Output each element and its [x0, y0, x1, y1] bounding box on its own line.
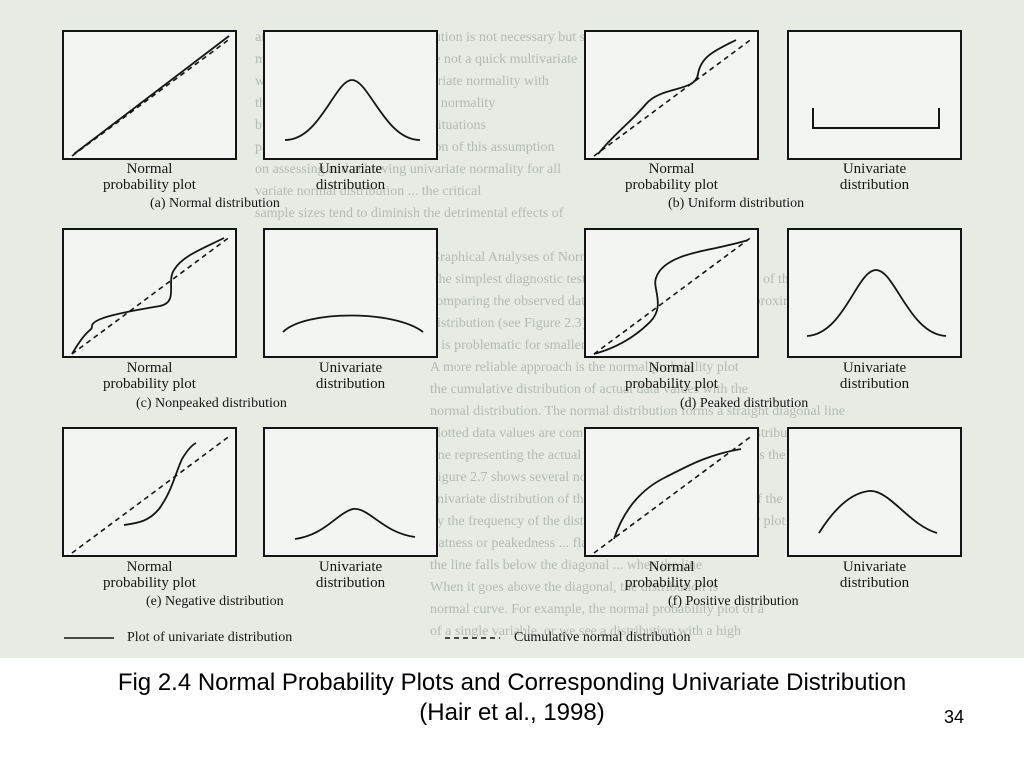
univariate-plot-solid-line: [613, 448, 742, 540]
legend-dashed-label: Cumulative normal distribution: [514, 630, 691, 645]
npp-positive-chart: [593, 434, 754, 554]
subfigure-caption-b: (b) Uniform distribution: [668, 196, 805, 211]
subfigure-caption-a: (a) Normal distribution: [150, 196, 280, 211]
panel-b-normal-probability-plot: [584, 30, 759, 160]
panel-label-line2: distribution: [315, 575, 386, 591]
panel-label-line1: Univariate: [842, 161, 907, 177]
panel-label-line2: probability plot: [103, 376, 196, 392]
panel-label-line1: Normal: [648, 360, 695, 376]
panel-label-line1: Univariate: [842, 360, 907, 376]
panel-c-normal-probability-plot: [62, 228, 237, 358]
univariate-plot-solid-line: [593, 239, 749, 355]
panel-label-line1: Univariate: [842, 559, 907, 575]
univariate-plot-solid-line: [282, 314, 424, 333]
panel-b-univariate-distribution: [787, 30, 962, 160]
cumulative-normal-dashed-line: [593, 235, 754, 355]
panel-f-univariate-distribution: [787, 427, 962, 557]
panel-label-line2: distribution: [839, 177, 910, 193]
cumulative-normal-dashed-line: [71, 434, 232, 554]
panel-label-line1: Univariate: [318, 360, 383, 376]
univariate-plot-solid-line: [123, 442, 197, 526]
figure-caption-title: Fig 2.4 Normal Probability Plots and Cor…: [117, 669, 907, 696]
univariate-plot-solid-line: [71, 237, 225, 355]
dist-positive-chart: [818, 490, 938, 534]
panel-d-univariate-distribution: [787, 228, 962, 358]
panel-label-line1: Normal: [126, 360, 173, 376]
panel-label-line1: Univariate: [318, 161, 383, 177]
dist-normal-chart: [284, 79, 421, 141]
subfigure-caption-e: (e) Negative distribution: [146, 594, 284, 609]
panel-a-univariate-distribution: [263, 30, 438, 160]
univariate-plot-solid-line: [597, 39, 737, 155]
univariate-plot-solid-line: [284, 79, 421, 141]
cumulative-normal-dashed-line: [593, 434, 754, 554]
univariate-plot-solid-line: [294, 508, 416, 540]
npp-uniform-chart: [593, 37, 754, 157]
panel-d-normal-probability-plot: [584, 228, 759, 358]
panel-label-line2: probability plot: [103, 575, 196, 591]
subfigure-caption-d: (d) Peaked distribution: [680, 396, 809, 411]
npp-normal-chart: [71, 35, 232, 157]
cumulative-normal-dashed-line: [71, 37, 232, 157]
panel-f-normal-probability-plot: [584, 427, 759, 557]
panel-label-line2: probability plot: [103, 177, 196, 193]
panel-label-line1: Normal: [126, 161, 173, 177]
panel-e-normal-probability-plot: [62, 427, 237, 557]
npp-peaked-chart: [593, 235, 754, 355]
npp-nonpeaked-chart: [71, 235, 232, 355]
legend-solid-label: Plot of univariate distribution: [127, 630, 293, 645]
panel-label-line2: probability plot: [625, 376, 718, 392]
panel-label-line1: Normal: [648, 559, 695, 575]
subfigure-caption-c: (c) Nonpeaked distribution: [136, 396, 287, 411]
dist-negative-chart: [294, 508, 416, 540]
figure-caption: Fig 2.4 Normal Probability Plots and Cor…: [0, 668, 1024, 728]
panel-label-line1: Univariate: [318, 559, 383, 575]
panel-label-line2: distribution: [315, 177, 386, 193]
npp-negative-chart: [71, 434, 232, 554]
subfigure-caption-f: (f) Positive distribution: [668, 594, 799, 609]
legend-line-samples: [64, 637, 500, 639]
dist-peaked-chart: [806, 269, 947, 337]
panel-label-line2: distribution: [839, 376, 910, 392]
univariate-plot-solid-line: [806, 269, 947, 337]
panel-label-line2: distribution: [315, 376, 386, 392]
univariate-plot-solid-line: [73, 35, 230, 155]
page-number: 34: [943, 707, 964, 727]
panel-label-line2: distribution: [839, 575, 910, 591]
figure-caption-citation: (Hair et al., 1998): [419, 699, 605, 726]
univariate-plot-solid-line: [812, 108, 940, 129]
univariate-plot-solid-line: [818, 490, 938, 534]
panel-label-line2: probability plot: [625, 177, 718, 193]
panel-a-normal-probability-plot: [62, 30, 237, 160]
panel-label-line1: Normal: [648, 161, 695, 177]
cumulative-normal-dashed-line: [593, 37, 754, 157]
scanned-figure: and its univariate normal distribution i…: [0, 0, 1024, 658]
panel-c-univariate-distribution: [263, 228, 438, 358]
panel-label-line2: probability plot: [625, 575, 718, 591]
dist-uniform-chart: [812, 108, 940, 129]
cumulative-normal-dashed-line: [71, 235, 232, 355]
dist-nonpeaked-chart: [282, 314, 424, 333]
panel-e-univariate-distribution: [263, 427, 438, 557]
panel-label-line1: Normal: [126, 559, 173, 575]
